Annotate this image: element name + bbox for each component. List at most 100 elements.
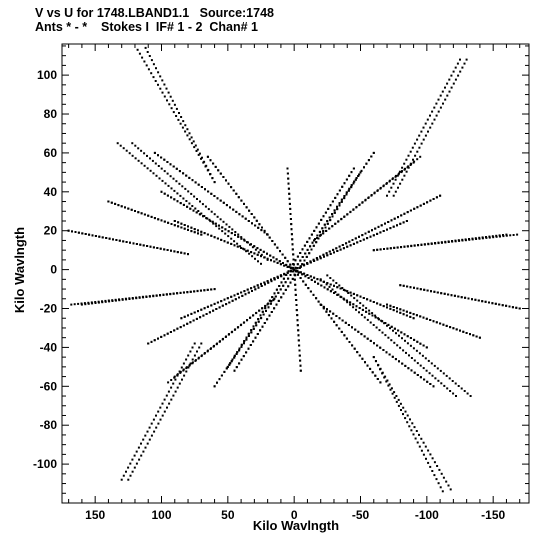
uv-point [178,112,180,114]
uv-point [187,314,189,317]
uv-point [346,301,349,304]
uv-point [208,311,211,314]
uv-point [157,83,159,86]
uv-point [327,314,330,317]
uv-point [437,482,440,485]
uv-point [367,196,370,199]
uv-point [187,354,190,357]
uv-point [323,223,326,226]
uv-point [226,297,229,300]
uv-point [432,198,435,200]
uv-point [137,446,140,449]
uv-point [159,75,162,78]
uv-point [188,202,191,205]
uv-point [285,263,288,266]
uv-point [160,335,163,338]
uv-point [352,303,355,306]
uv-point [329,310,332,313]
uv-point [90,301,93,304]
uv-point [421,354,424,357]
uv-point [406,335,409,338]
uv-point [196,198,198,200]
uv-point [200,355,203,358]
uv-point [146,154,148,157]
uv-point [182,324,185,327]
uv-point [244,293,247,296]
uv-point [393,391,396,394]
uv-point [294,283,297,286]
uv-point [276,246,279,249]
uv-point [389,307,392,310]
uv-point [206,169,209,172]
uv-point [221,304,224,307]
uv-point [219,218,222,221]
uv-point [294,288,297,291]
uv-point [163,158,166,161]
uv-point [231,228,234,231]
uv-point [335,315,338,317]
uv-point [409,311,412,314]
uv-point [287,182,290,185]
uv-point [348,187,351,190]
uv-point [227,333,230,336]
uv-point [334,222,337,225]
uv-point [122,240,125,243]
uv-point [412,313,415,316]
uv-point [288,192,291,195]
uv-point [461,239,464,242]
uv-point [243,290,246,293]
uv-point [298,349,301,352]
uv-point [140,442,142,445]
uv-point [304,283,307,286]
uv-point [223,370,226,373]
uv-point [449,488,452,491]
uv-point [460,296,463,299]
uv-point [290,228,293,231]
uv-point [392,194,395,197]
uv-point [160,219,163,222]
uv-point [308,252,311,255]
plot-title: V vs U for 1748.LBAND1.1 Source:1748 [35,6,274,20]
uv-point [172,165,175,168]
uv-point [319,279,322,282]
uv-point [186,205,189,208]
uv-point [198,152,201,155]
uv-point [348,240,351,243]
uv-point [431,122,434,125]
uv-point [233,369,236,372]
uv-point [427,461,430,464]
uv-point [185,370,188,373]
uv-point [135,462,138,465]
uv-point [252,327,255,330]
uv-point [326,308,328,311]
uv-point [185,367,188,370]
uv-point [359,302,362,305]
uv-point [388,353,391,356]
uv-point [400,409,402,411]
uv-point [412,317,415,320]
uv-point [395,395,398,397]
uv-point [388,190,391,193]
uv-point [182,369,185,372]
uv-point [254,248,257,251]
uv-point [135,296,138,299]
uv-point [130,208,133,211]
uv-point [251,290,253,292]
uv-point [326,282,329,285]
uv-point [436,465,439,467]
uv-point [410,357,413,359]
uv-point [355,308,357,311]
uv-point [393,396,396,399]
uv-point [301,273,304,276]
y-tick-label: 100 [37,68,57,82]
uv-point [331,200,334,203]
uv-point [370,155,373,158]
uv-point [382,305,385,308]
uv-point [293,278,296,281]
x-tick-label: -100 [415,508,439,522]
uv-point [245,338,248,341]
uv-point [442,476,445,479]
uv-point [449,326,452,329]
uv-point [425,317,428,320]
uv-point [381,331,384,334]
